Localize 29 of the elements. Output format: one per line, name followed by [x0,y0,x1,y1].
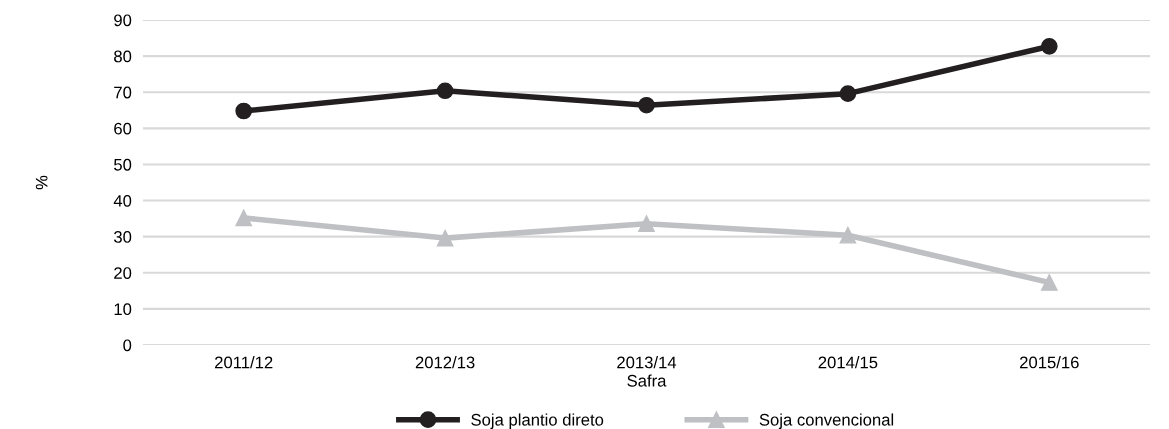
x-tick-label: 2012/13 [415,356,475,369]
y-tick-label: 20 [114,267,132,279]
y-tick-label: 50 [114,158,132,171]
y-tick-label: 90 [114,14,132,27]
x-tick-label: 2013/14 [617,356,677,369]
legend-label: Soja plantio direto [471,413,604,429]
x-tick-label: 2014/15 [818,356,878,369]
y-axis-title: % [35,175,48,190]
point [436,82,454,100]
y-tick-label: 30 [113,231,132,243]
point [235,102,253,120]
point [839,226,857,244]
point [1040,274,1058,291]
y-tick-label: 0 [123,339,132,352]
point [436,229,454,247]
point [1040,38,1058,55]
point [839,85,857,103]
x-tick-label: 2011/12 [215,356,273,369]
y-tick-label: 60 [114,122,132,135]
legend-label: Soja convencional [759,413,894,429]
x-tick-label: 2015/16 [1020,356,1079,369]
point [638,96,655,114]
point [235,209,253,227]
x-axis-title: Safra [627,374,667,387]
y-tick-label: 40 [113,194,132,207]
y-tick-label: 10 [114,303,132,316]
y-tick-label: 70 [114,86,132,99]
point [638,215,655,233]
y-tick-label: 80 [114,50,132,63]
